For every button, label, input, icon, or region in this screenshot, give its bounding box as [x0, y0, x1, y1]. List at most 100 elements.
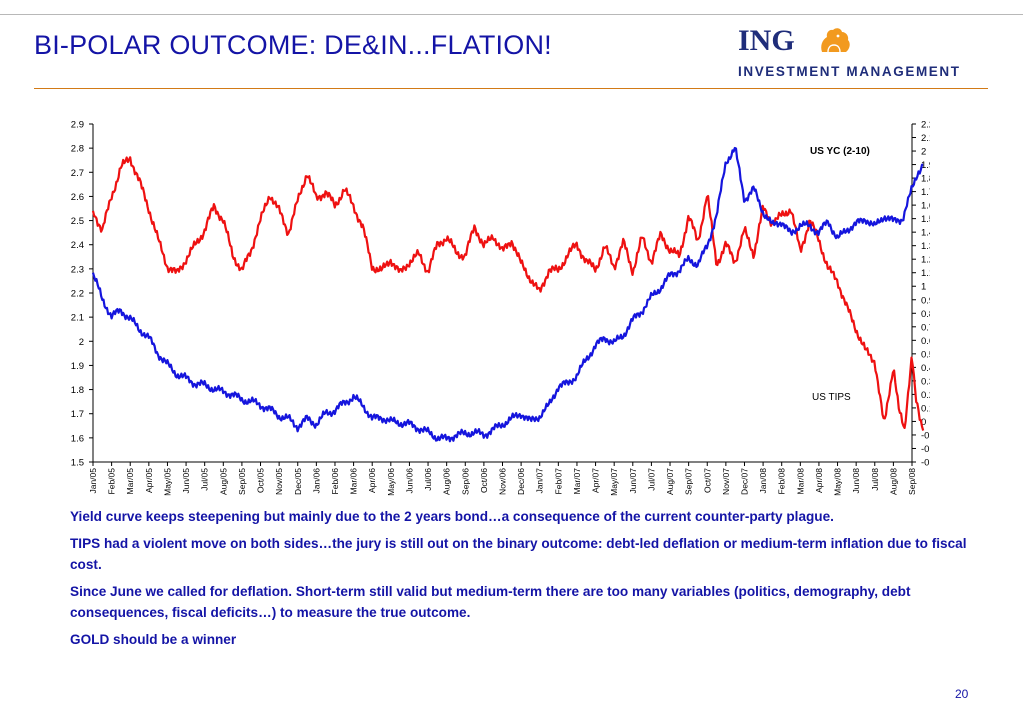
x-tick-label: Oct/06: [479, 468, 489, 493]
note-2: TIPS had a violent move on both sides…th…: [70, 536, 967, 572]
left-tick-label: 1.9: [71, 361, 84, 372]
right-tick-label: 0.7: [921, 322, 930, 333]
right-tick-label: 0.5: [921, 349, 930, 360]
header-divider: [34, 88, 988, 89]
right-tick-label: 0.1: [921, 403, 930, 414]
yield-tips-chart: 1.5 1.6 1.7 1.8 1.9 2 2.1 2.2 2.3 2.4 2.5 2.6 2.7 2.8…: [71, 120, 930, 496]
x-tick-label: Sep/06: [460, 468, 470, 495]
x-tick-label: Feb/06: [330, 468, 340, 495]
x-tick-label: Aug/05: [218, 468, 228, 495]
x-tick-label: Jun/06: [404, 468, 414, 494]
right-tick-label: 0.3: [921, 376, 930, 387]
left-tick-label: 2.7: [71, 168, 84, 179]
yield-curve-series-line: [91, 146, 924, 443]
right-tick-label: 1.9: [921, 160, 930, 171]
right-tick-label: 1.6: [921, 201, 930, 212]
right-tick-label: 1.2: [921, 255, 930, 266]
x-tick-label: Feb/07: [553, 468, 563, 495]
left-tick-label: 2.4: [71, 240, 84, 251]
x-tick-label: Dec/07: [739, 468, 749, 495]
x-tick-label: Apr/06: [367, 468, 377, 493]
left-tick-label: 2.8: [71, 144, 84, 155]
x-tick-label: Oct/05: [256, 468, 266, 493]
slide-title: BI-POLAR OUTCOME: DE&IN...FLATION!: [34, 30, 552, 60]
x-tick-label: Jun/07: [628, 468, 638, 494]
ing-logo: ING INVESTMENT MANAGEMENT: [738, 24, 988, 84]
logo-subtitle: INVESTMENT MANAGEMENT: [738, 64, 961, 79]
left-tick-label: 1.6: [71, 433, 84, 444]
x-tick-label: Mar/06: [349, 468, 359, 495]
right-tick-label: 1.5: [921, 214, 930, 225]
x-tick-label: Apr/05: [144, 468, 154, 493]
right-tick-label: 0.9: [921, 295, 930, 306]
note-1: Yield curve keeps steepening but mainly …: [70, 509, 834, 524]
x-tick-label: Feb/05: [107, 468, 117, 495]
x-tick-label: May/07: [609, 468, 619, 496]
page-number: 20: [955, 687, 969, 701]
top-divider: [0, 14, 1023, 15]
x-tick-label: Dec/05: [293, 468, 303, 495]
x-tick-label: Apr/08: [814, 468, 824, 493]
x-tick-label: Dec/06: [516, 468, 526, 495]
x-tick-label: Sep/07: [684, 468, 694, 495]
x-tick-label: Nov/07: [721, 468, 731, 495]
x-tick-label: May/06: [386, 468, 396, 496]
x-tick-label: Sep/05: [237, 468, 247, 495]
x-tick-label: Feb/08: [777, 468, 787, 495]
right-tick-label: 0.6: [921, 336, 930, 347]
right-tick-label: 1.1: [921, 268, 930, 279]
x-tick-label: Jun/08: [851, 468, 861, 494]
x-tick-label: Jan/05: [88, 468, 98, 494]
x-tick-label: Oct/07: [702, 468, 712, 493]
tips-series-line: [91, 156, 925, 431]
left-tick-label: 2.9: [71, 120, 84, 131]
x-tick-label: Aug/06: [442, 468, 452, 495]
left-tick-label: 2.1: [71, 313, 84, 324]
x-tick-label: Jul/08: [870, 468, 880, 491]
left-tick-label: 1.8: [71, 385, 84, 396]
left-tick-label: 2.6: [71, 192, 84, 203]
left-tick-label: 2.5: [71, 216, 84, 227]
left-tick-label: 2.3: [71, 264, 84, 275]
x-tick-label: May/05: [162, 468, 172, 496]
right-tick-label: -0.3: [921, 458, 930, 469]
left-tick-label: 1.7: [71, 409, 84, 420]
x-tick-label: Jan/06: [311, 468, 321, 494]
x-tick-label: Jan/08: [758, 468, 768, 494]
right-tick-label: 0.8: [921, 309, 930, 320]
x-tick-label: Jul/07: [646, 468, 656, 491]
x-tick-label: May/08: [833, 468, 843, 496]
left-tick-label: 2: [79, 337, 84, 348]
left-tick-label: 1.5: [71, 458, 84, 469]
x-tick-label: Apr/07: [591, 468, 601, 493]
x-tick-label: Mar/07: [572, 468, 582, 495]
commentary: Yield curve keeps steepening but mainly …: [70, 506, 970, 656]
right-tick-label: 0.4: [921, 363, 930, 374]
right-tick-label: 1.4: [921, 228, 930, 239]
right-tick-label: 1.8: [921, 174, 930, 185]
x-tick-label: Mar/05: [125, 468, 135, 495]
right-tick-label: -0.1: [921, 430, 930, 441]
x-tick-label: Aug/07: [665, 468, 675, 495]
x-tick-label: Mar/08: [795, 468, 805, 495]
note-3: Since June we called for deflation. Shor…: [70, 584, 911, 620]
logo-wordmark: ING: [738, 24, 795, 57]
lion-icon: [821, 28, 850, 53]
right-tick-label: 0.2: [921, 390, 930, 401]
left-tick-label: 2.2: [71, 289, 84, 300]
x-tick-label: Jun/05: [181, 468, 191, 494]
x-tick-label: Jan/07: [535, 468, 545, 494]
right-tick-label: 1.3: [921, 241, 930, 252]
right-tick-label: 1: [921, 282, 926, 293]
x-tick-label: Jul/05: [200, 468, 210, 491]
yc-annotation: US YC (2-10): [810, 146, 870, 157]
tips-annotation: US TIPS: [812, 392, 851, 403]
x-tick-label: Aug/08: [888, 468, 898, 495]
x-tick-label: Sep/08: [907, 468, 917, 495]
x-tick-label: Jul/06: [423, 468, 433, 491]
right-tick-label: 2.1: [921, 133, 930, 144]
right-tick-label: 2: [921, 147, 926, 158]
note-4: GOLD should be a winner: [70, 632, 237, 647]
x-tick-label: Nov/06: [498, 468, 508, 495]
right-tick-label: 1.7: [921, 187, 930, 198]
